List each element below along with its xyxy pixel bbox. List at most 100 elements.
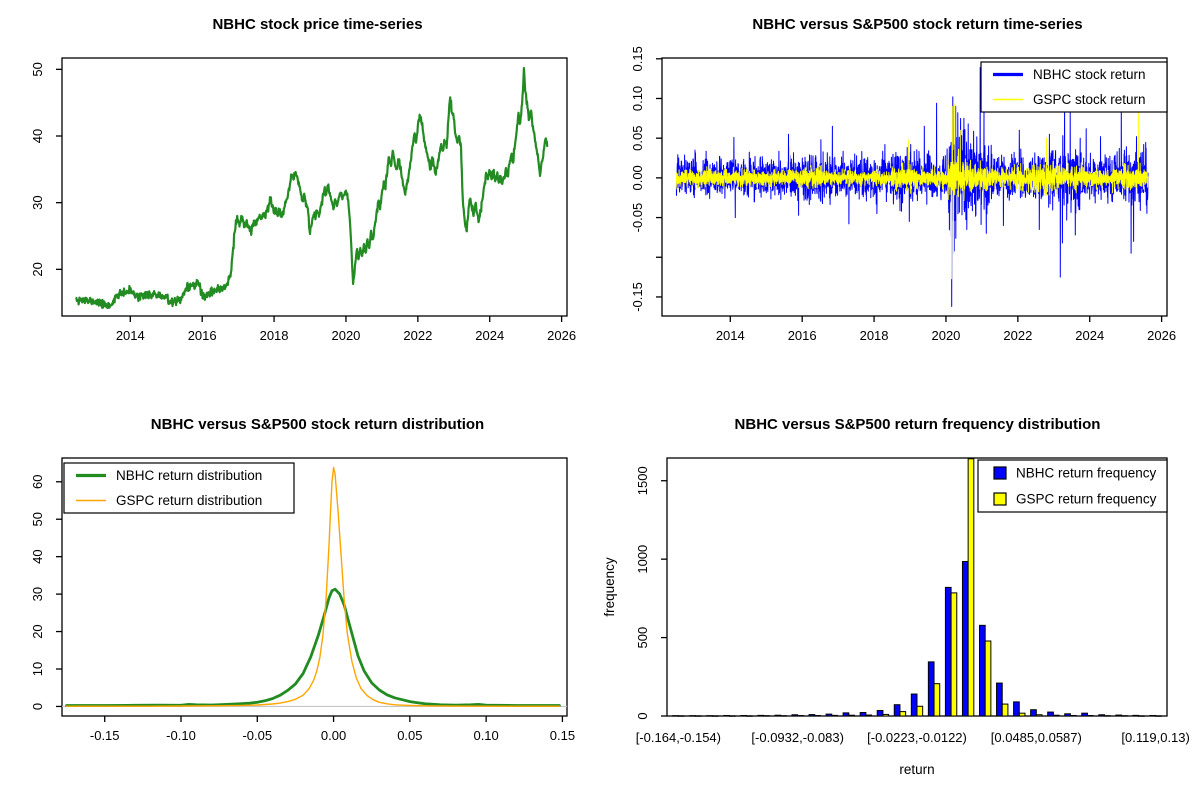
nbhc-frequency-bar bbox=[842, 712, 850, 717]
y-tick-label: 30 bbox=[30, 587, 45, 601]
bin-label: [-0.0223,-0.0122) bbox=[867, 730, 967, 745]
x-tick-label: 2016 bbox=[188, 328, 217, 343]
panel-returns-chart: NBHC versus S&P500 stock return time-ser… bbox=[600, 0, 1200, 400]
x-tick-label: 0.10 bbox=[473, 728, 498, 743]
plot-box bbox=[61, 457, 568, 717]
gspc-frequency-bar bbox=[916, 705, 924, 717]
x-tick-label: -0.10 bbox=[166, 728, 196, 743]
y-axis-label: frequency bbox=[602, 557, 617, 617]
gspc-return-series bbox=[675, 103, 1149, 280]
plot-box bbox=[661, 57, 1168, 317]
x-tick-label: 2024 bbox=[1075, 328, 1104, 343]
x-tick-label: -0.05 bbox=[242, 728, 272, 743]
nbhc-density-curve bbox=[65, 587, 561, 707]
y-tick-label: 40 bbox=[30, 129, 45, 143]
x-tick-label: 2024 bbox=[475, 328, 504, 343]
histogram-chart: 0 500 1000 1500 [-0.164,-0.154) [-0.0932,-0.0… bbox=[602, 457, 1190, 777]
x-tick-label: 2018 bbox=[860, 328, 889, 343]
y-tick-label: -0.05 bbox=[630, 203, 645, 233]
y-tick-label: 50 bbox=[30, 512, 45, 526]
gspc-frequency-bar bbox=[1052, 714, 1060, 717]
nbhc-frequency-bar bbox=[1047, 711, 1054, 717]
x-tick-label: 2026 bbox=[547, 328, 576, 343]
price-chart-title: NBHC stock price time-series bbox=[212, 16, 423, 33]
legend-box bbox=[977, 459, 1168, 513]
nbhc-frequency-bar bbox=[1064, 713, 1071, 717]
gspc-frequency-bar bbox=[1035, 714, 1043, 717]
y-tick-label: 1500 bbox=[635, 466, 650, 495]
legend-box bbox=[63, 462, 295, 514]
x-tick-label: 2022 bbox=[403, 328, 432, 343]
y-tick-label: 500 bbox=[635, 627, 650, 649]
x-tick-label: 2018 bbox=[260, 328, 289, 343]
x-tick-label: 2020 bbox=[331, 328, 360, 343]
legend-label: NBHC stock return bbox=[1033, 67, 1146, 82]
bin-label: [-0.0932,-0.083) bbox=[751, 730, 844, 745]
legend-label: NBHC return frequency bbox=[1016, 466, 1157, 481]
nbhc-frequency-bar bbox=[893, 704, 901, 717]
y-tick-label: 20 bbox=[30, 262, 45, 276]
legend-label: GSPC return distribution bbox=[116, 493, 262, 508]
nbhc-frequency-bar bbox=[1115, 714, 1123, 717]
gspc-frequency-bar bbox=[950, 592, 958, 717]
y-tick-label: -0.15 bbox=[630, 282, 645, 312]
nbhc-frequency-bar bbox=[1081, 712, 1088, 717]
nbhc-frequency-bar bbox=[876, 710, 884, 717]
gspc-frequency-bar bbox=[984, 640, 992, 717]
nbhc-frequency-bar bbox=[791, 714, 799, 717]
legend-box-sample bbox=[993, 466, 1007, 480]
x-tick-label: -0.15 bbox=[90, 728, 120, 743]
y-tick-label: 0 bbox=[30, 703, 45, 710]
returns-chart-title: NBHC versus S&P500 stock return time-ser… bbox=[752, 16, 1083, 33]
gspc-frequency-bar bbox=[1001, 703, 1009, 717]
price-chart: 2014 2016 2018 2020 2022 2024 2026 20 30 40 50 bbox=[30, 57, 576, 343]
y-tick-label: 1000 bbox=[635, 545, 650, 574]
nbhc-frequency-bar bbox=[910, 693, 918, 717]
y-tick-label: 0 bbox=[635, 712, 650, 719]
nbhc-frequency-bar bbox=[961, 561, 969, 717]
gspc-frequency-bar bbox=[848, 714, 856, 717]
nbhc-frequency-bar bbox=[1098, 714, 1106, 717]
nbhc-frequency-bar bbox=[979, 624, 986, 717]
nbhc-frequency-bar bbox=[1030, 709, 1037, 717]
x-tick-label: 0.15 bbox=[550, 728, 575, 743]
nbhc-frequency-bar bbox=[927, 661, 935, 717]
returns-chart: 2014 2016 2018 2020 2022 2024 2026 0.15 0.10 0.05… bbox=[630, 46, 1176, 343]
y-tick-label: 0.05 bbox=[630, 126, 645, 151]
nbhc-frequency-bar bbox=[1013, 701, 1020, 717]
bin-label: [0.119,0.13) bbox=[1121, 730, 1189, 745]
legend-box-sample bbox=[993, 492, 1007, 506]
y-tick-label: 0.15 bbox=[630, 46, 645, 71]
legend-box bbox=[980, 61, 1168, 113]
y-tick-label: 30 bbox=[30, 195, 45, 209]
gspc-density-curve bbox=[65, 466, 561, 707]
x-tick-label: 0.00 bbox=[321, 728, 346, 743]
price-series-line bbox=[75, 66, 549, 310]
gspc-frequency-bar bbox=[882, 713, 890, 717]
nbhc-frequency-bar bbox=[859, 712, 867, 717]
x-tick-label: 2016 bbox=[788, 328, 817, 343]
y-tick-label: 0.00 bbox=[630, 165, 645, 190]
y-tick-label: 10 bbox=[30, 662, 45, 676]
panel-histogram-chart: NBHC versus S&P500 return frequency dist… bbox=[600, 400, 1200, 800]
y-tick-label: 0.10 bbox=[630, 86, 645, 111]
nbhc-frequency-bar bbox=[996, 682, 1003, 717]
bin-label: [-0.164,-0.154) bbox=[636, 730, 721, 745]
nbhc-frequency-bar bbox=[944, 586, 952, 717]
y-tick-label: 40 bbox=[30, 549, 45, 563]
gspc-frequency-bar bbox=[831, 714, 838, 717]
x-tick-label: 2014 bbox=[116, 328, 145, 343]
legend-label: GSPC return frequency bbox=[1016, 492, 1157, 507]
panel-price-chart: NBHC stock price time-series 2014 2016 201… bbox=[0, 0, 600, 400]
x-tick-label: 0.05 bbox=[397, 728, 422, 743]
bin-label: [0.0485,0.0587) bbox=[991, 730, 1082, 745]
nbhc-frequency-bar bbox=[808, 714, 816, 717]
density-chart: -0.15 -0.10 -0.05 0.00 0.05 0.10 0.15 0 10 20 30 40… bbox=[30, 457, 575, 743]
nbhc-frequency-bar bbox=[757, 714, 765, 717]
gspc-frequency-bar bbox=[1018, 712, 1026, 717]
gspc-frequency-bar bbox=[899, 711, 907, 717]
gspc-frequency-bar bbox=[967, 458, 975, 717]
y-tick-label: 20 bbox=[30, 624, 45, 638]
gspc-frequency-bar bbox=[933, 683, 941, 717]
